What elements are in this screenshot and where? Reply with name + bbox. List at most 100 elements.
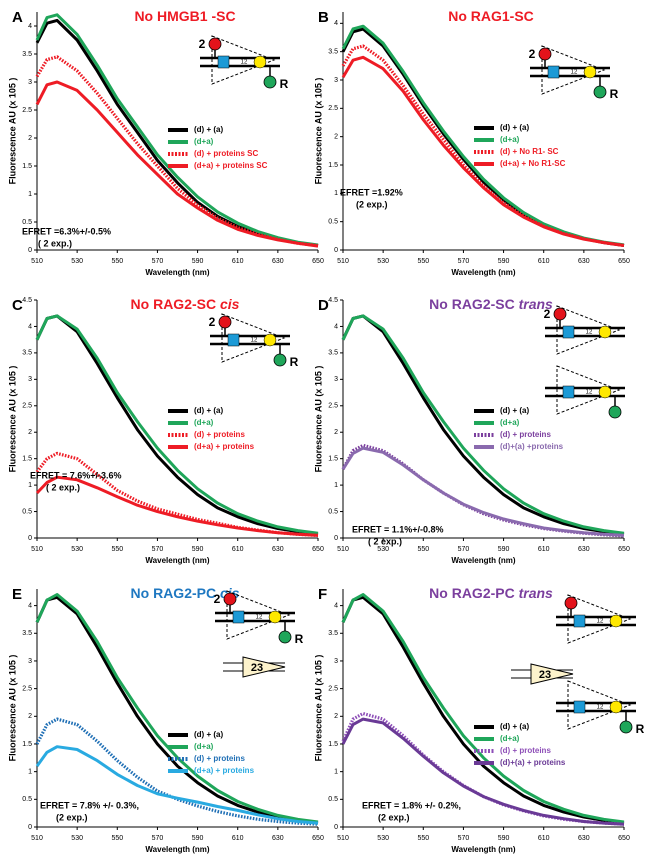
x-tick-label: 570 [458, 835, 470, 842]
x-tick-label: 630 [272, 258, 284, 265]
y-tick-label: 3.5 [328, 49, 338, 56]
y-tick-label: 4 [334, 20, 338, 27]
efret-annotation: EFRET = 7.8% +/- 0.3%, [40, 800, 139, 810]
heptamer-box [562, 325, 575, 339]
series-line [341, 314, 625, 535]
series-line [35, 314, 319, 536]
legend-label: (d) + proteins [500, 430, 551, 439]
y-tick-label: 2 [334, 429, 338, 436]
panel: 0 0.5 1 1.5 2 2.5 3 3.5 4 4.5 510 530 550 570 590 610 63… [313, 296, 630, 565]
y-tick-label: 3.5 [22, 350, 32, 357]
y-tick-label: 3 [28, 376, 32, 383]
efret-annotation: ( 2 exp.) [46, 482, 80, 492]
nonamer [268, 610, 282, 624]
y-tick-label: 0.5 [328, 796, 338, 803]
y-tick-label: 1 [334, 190, 338, 197]
x-tick-label: 550 [111, 835, 123, 842]
y-tick-label: 0 [334, 247, 338, 254]
series-line [35, 593, 319, 824]
legend-label: (d+a) [194, 742, 214, 751]
series-line [341, 314, 625, 536]
efret-annotation: EFRET = 1.1%+/-0.8% [352, 524, 444, 534]
efret-annotation: (2 exp.) [356, 199, 388, 209]
nonamer [253, 55, 267, 69]
series-line [341, 24, 625, 247]
y-tick-label: 0 [334, 535, 338, 542]
title-italic: cis [220, 296, 240, 312]
legend-label: (d+a) + proteins SC [194, 161, 268, 170]
series-line [35, 745, 319, 825]
acceptor-dye [619, 720, 633, 734]
legend-label: (d)+(a) + proteins [500, 758, 566, 767]
acceptor-dye [273, 353, 287, 367]
y-tick-label: 0.5 [328, 508, 338, 515]
schematic-triangle [567, 594, 632, 644]
donor-dye [208, 37, 222, 51]
y-tick-label: 2.5 [22, 107, 32, 114]
donor-dye [223, 592, 237, 606]
y-tick-label: 0 [28, 535, 32, 542]
x-tick-label: 510 [337, 546, 349, 553]
panel: 0 0.5 1 1.5 2 2.5 3 3.5 4 510 530 550 570 590 610 630 65… [7, 8, 324, 277]
y-tick-label: 2 [28, 429, 32, 436]
y-tick-label: 1 [334, 768, 338, 775]
panel-label: D [318, 297, 329, 314]
x-tick-label: 510 [31, 258, 43, 265]
acceptor-label: R [280, 77, 289, 91]
x-tick-label: 530 [71, 835, 83, 842]
heptamer-box [562, 385, 575, 399]
y-tick-label: 1.5 [328, 162, 338, 169]
series-line [35, 451, 319, 537]
schematic-triangle [556, 365, 621, 415]
y-tick-label: 2.5 [328, 403, 338, 410]
efret-annotation: (2 exp.) [56, 812, 88, 822]
y-tick-label: 1.5 [22, 163, 32, 170]
acceptor-dye [263, 75, 277, 89]
y-tick-label: 1 [28, 482, 32, 489]
y-tick-label: 4.5 [328, 297, 338, 304]
rss23-triangle [242, 656, 286, 678]
y-axis-label: Fluorescence AU (x 105 ) [7, 655, 17, 762]
efret-annotation: EFRET =1.92% [340, 187, 403, 197]
x-tick-label: 610 [538, 258, 550, 265]
series-line [35, 595, 319, 825]
title-text: No RAG1-SC [448, 8, 534, 24]
y-tick-label: 1.5 [22, 456, 32, 463]
series-line [35, 13, 319, 247]
y-tick-label: 4 [334, 602, 338, 609]
legend-label: (d) + (a) [194, 125, 223, 134]
efret-annotation: EFRET =6.3%+/-0.5% [22, 226, 111, 236]
x-tick-label: 510 [337, 835, 349, 842]
panel: 0 0.5 1 1.5 2 2.5 3 3.5 4 510 530 550 570 590 610 630 65… [313, 585, 644, 854]
acceptor-label: R [295, 632, 304, 646]
legend-label: (d) + (a) [500, 123, 529, 132]
x-tick-label: 610 [232, 258, 244, 265]
donor-label: 2 [214, 592, 221, 606]
y-axis-label: Fluorescence AU (x 105 ) [313, 655, 323, 762]
x-tick-label: 610 [232, 835, 244, 842]
x-tick-label: 550 [111, 258, 123, 265]
spacer-label: 12 [241, 60, 248, 66]
x-tick-label: 570 [152, 835, 164, 842]
x-axis-label: Wavelength (nm) [451, 556, 515, 565]
acceptor-label: R [636, 722, 645, 736]
heptamer-box [573, 614, 586, 628]
legend-label: (d) + proteins [500, 746, 551, 755]
y-tick-label: 3 [334, 77, 338, 84]
y-tick-label: 2.5 [328, 105, 338, 112]
x-axis-label: Wavelength (nm) [451, 845, 515, 854]
acceptor-dye [278, 630, 292, 644]
x-tick-label: 550 [417, 835, 429, 842]
x-tick-label: 510 [31, 835, 43, 842]
chart-title: No HMGB1 -SC [134, 8, 235, 24]
y-tick-label: 1.5 [328, 741, 338, 748]
y-tick-label: 0 [28, 247, 32, 254]
y-tick-label: 2.5 [22, 403, 32, 410]
y-tick-label: 2 [334, 713, 338, 720]
donor-dye [538, 47, 552, 61]
heptamer-box [232, 610, 245, 624]
y-tick-label: 2.5 [328, 685, 338, 692]
title-text: No RAG2-PC [429, 585, 518, 601]
y-axis-label: Fluorescence AU (x 105 ) [313, 366, 323, 473]
chart-title: No RAG2-SC cis [131, 296, 240, 312]
